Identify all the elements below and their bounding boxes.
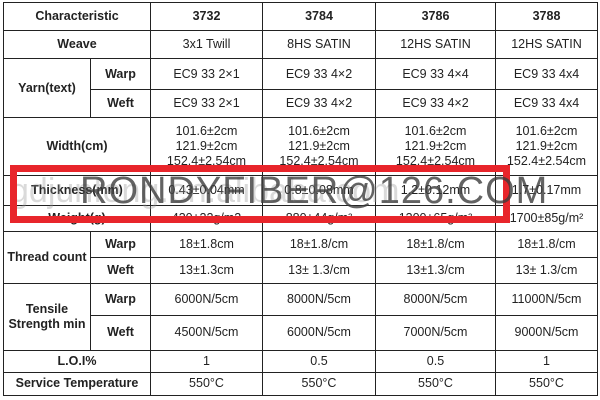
loi-row: L.O.I% 1 0.5 0.5 1 bbox=[3, 349, 598, 373]
cell: 18±1.8cm bbox=[150, 230, 263, 258]
sub-label: Weft bbox=[90, 256, 151, 285]
cell: 1700±85g/m² bbox=[495, 205, 598, 232]
width-value: 121.9±2cm bbox=[175, 139, 238, 154]
cell: 0.5 bbox=[262, 349, 376, 373]
cell: 101.6±2cm 121.9±2cm 152.4±2.54cm bbox=[375, 116, 496, 177]
yarn-warp-row: Yarn(text) Warp EC9 33 2×1 EC9 33 4×2 EC… bbox=[3, 58, 598, 118]
cell: 1 bbox=[150, 349, 263, 373]
cell: 4500N/5cm bbox=[150, 315, 263, 351]
cell: 8000N/5cm bbox=[262, 283, 376, 317]
cell: 550°C bbox=[150, 371, 263, 397]
header-product: 3732 bbox=[150, 1, 263, 32]
cell: 0.5 bbox=[375, 349, 496, 373]
width-value: 152.4±2.54cm bbox=[166, 154, 247, 169]
cell: EC9 33 2×1 bbox=[150, 88, 263, 118]
header-characteristic: Characteristic bbox=[3, 1, 151, 32]
width-value: 101.6±2cm bbox=[288, 124, 350, 139]
header-row: Characteristic 3732 3784 3786 3788 bbox=[3, 1, 598, 32]
tensile-weft-row: Weft 4500N/5cm 6000N/5cm 7000N/5cm 9000N… bbox=[4, 315, 598, 351]
sub-label: Weft bbox=[90, 88, 151, 118]
service-row: Service Temperature 550°C 550°C 550°C 55… bbox=[3, 371, 598, 397]
cell: 18±1.8/cm bbox=[262, 230, 376, 258]
cell: 13±1.3/cm bbox=[375, 256, 496, 285]
cell: 12HS SATIN bbox=[495, 30, 598, 60]
cell: 550°C bbox=[495, 371, 598, 397]
cell: 13±1.3cm bbox=[150, 256, 263, 285]
cell: 18±1.8/cm bbox=[375, 230, 496, 258]
row-label: Thread count bbox=[3, 230, 91, 285]
row-label: Tensile Strength min bbox=[3, 283, 91, 351]
cell: 1 bbox=[495, 349, 598, 373]
cell: 101.6±2cm 121.9±2cm 152.4±2.54cm bbox=[150, 116, 263, 177]
cell: EC9 33 4×2 bbox=[262, 88, 376, 118]
width-value: 152.4±2.54cm bbox=[279, 154, 359, 169]
cell: EC9 33 4×2 bbox=[375, 88, 496, 118]
cell: 1.7±0.17mm bbox=[495, 175, 598, 207]
cell: 13± 1.3/cm bbox=[495, 256, 598, 285]
sub-label: Weft bbox=[90, 315, 151, 351]
cell: 1300±65g/m² bbox=[375, 205, 496, 232]
thickness-row: Thickness(mm) 0.43±0.04mm 0.8±0.08mm 1.2… bbox=[3, 175, 598, 207]
cell: 6000N/5cm bbox=[150, 283, 263, 317]
cell: EC9 33 4x4 bbox=[495, 58, 598, 90]
cell: 101.6±2cm 121.9±2cm 152.4±2.54cm bbox=[495, 116, 598, 177]
cell: EC9 33 2×1 bbox=[150, 58, 263, 90]
cell: 3x1 Twill bbox=[150, 30, 263, 60]
cell: 880±44g/m² bbox=[262, 205, 376, 232]
row-label: Yarn(text) bbox=[3, 58, 91, 118]
tensile-warp-row: Tensile Strength min Warp 6000N/5cm 8000… bbox=[3, 283, 598, 351]
weight-row: Weight(g) 430±22g/m2 880±44g/m² 1300±65g… bbox=[3, 205, 598, 232]
width-value: 101.6±2cm bbox=[404, 124, 467, 139]
width-value: 121.9±2cm bbox=[288, 139, 350, 154]
cell: 0.8±0.08mm bbox=[262, 175, 376, 207]
width-value: 101.6±2cm bbox=[175, 124, 238, 139]
cell: 13± 1.3/cm bbox=[262, 256, 376, 285]
header-product: 3786 bbox=[375, 1, 496, 32]
cell: 550°C bbox=[375, 371, 496, 397]
thread-weft-row: Weft 13±1.3cm 13± 1.3/cm 13±1.3/cm 13± 1… bbox=[4, 256, 598, 285]
cell: 6000N/5cm bbox=[262, 315, 376, 351]
cell: EC9 33 4x4 bbox=[495, 88, 598, 118]
spec-table: Characteristic 3732 3784 3786 3788 Weave… bbox=[3, 1, 598, 397]
sub-label: Warp bbox=[90, 283, 151, 317]
cell: 8000N/5cm bbox=[375, 283, 496, 317]
cell: 7000N/5cm bbox=[375, 315, 496, 351]
header-product: 3788 bbox=[495, 1, 598, 32]
cell: 11000N/5cm bbox=[495, 283, 598, 317]
width-value: 121.9±2cm bbox=[515, 139, 578, 154]
width-value: 121.9±2cm bbox=[404, 139, 467, 154]
sub-label: Warp bbox=[90, 58, 151, 90]
thread-warp-row: Thread count Warp 18±1.8cm 18±1.8/cm 18±… bbox=[3, 230, 598, 285]
cell: EC9 33 4×2 bbox=[262, 58, 376, 90]
cell: 550°C bbox=[262, 371, 376, 397]
row-label: L.O.I% bbox=[3, 349, 151, 373]
cell: EC9 33 4×4 bbox=[375, 58, 496, 90]
width-row: Width(cm) 101.6±2cm 121.9±2cm 152.4±2.54cm… bbox=[3, 116, 598, 177]
width-value: 101.6±2cm bbox=[515, 124, 578, 139]
row-label: Thickness(mm) bbox=[3, 175, 151, 207]
cell: 1.2±0.12mm bbox=[375, 175, 496, 207]
cell: 8HS SATIN bbox=[262, 30, 376, 60]
sub-label: Warp bbox=[90, 230, 151, 258]
weave-row: Weave 3x1 Twill 8HS SATIN 12HS SATIN 12H… bbox=[3, 30, 598, 60]
row-label: Weave bbox=[3, 30, 151, 60]
cell: 9000N/5cm bbox=[495, 315, 598, 351]
header-product: 3784 bbox=[262, 1, 376, 32]
cell: 12HS SATIN bbox=[375, 30, 496, 60]
row-label: Service Temperature bbox=[3, 371, 151, 397]
width-value: 152.4±2.54cm bbox=[395, 154, 476, 169]
width-value: 152.4±2.54cm bbox=[506, 154, 587, 169]
cell: 0.43±0.04mm bbox=[150, 175, 263, 207]
cell: 430±22g/m2 bbox=[150, 205, 263, 232]
row-label: Weight(g) bbox=[3, 205, 151, 232]
cell: 101.6±2cm 121.9±2cm 152.4±2.54cm bbox=[262, 116, 376, 177]
yarn-weft-row: Weft EC9 33 2×1 EC9 33 4×2 EC9 33 4×2 EC… bbox=[4, 88, 598, 118]
cell: 18±1.8/cm bbox=[495, 230, 598, 258]
row-label: Width(cm) bbox=[3, 116, 151, 177]
